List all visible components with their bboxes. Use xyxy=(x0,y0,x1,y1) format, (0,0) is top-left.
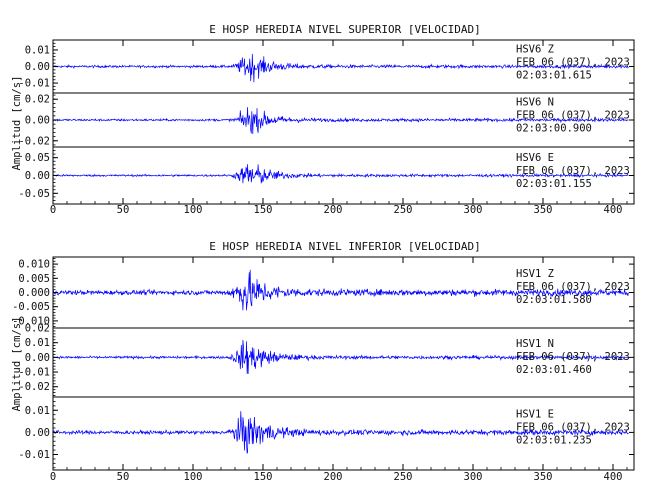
trace-station-label: HSV6 E xyxy=(516,152,554,164)
y-tick-label: 0.01 xyxy=(25,405,50,417)
trace-time-label: 02:03:01.460 xyxy=(516,364,592,376)
x-tick-label: 250 xyxy=(394,204,413,216)
trace-date-label: FEB 06 (037), 2023 xyxy=(516,56,630,68)
x-tick-label: 50 xyxy=(117,471,130,483)
y-tick-label: -0.01 xyxy=(18,367,50,379)
trace-time-label: 02:03:01.235 xyxy=(516,435,592,447)
trace-waveform xyxy=(52,411,629,454)
y-tick-label: -0.05 xyxy=(18,188,50,200)
trace-date-label: FEB 06 (037), 2023 xyxy=(516,165,630,177)
x-tick-label: 250 xyxy=(394,471,413,483)
trace-waveform xyxy=(52,53,629,83)
y-tick-label: 0.00 xyxy=(25,170,50,182)
x-tick-label: 400 xyxy=(604,471,623,483)
trace-station-label: HSV6 Z xyxy=(516,43,554,55)
x-tick-label: 200 xyxy=(324,471,343,483)
y-tick-label: 0.00 xyxy=(25,352,50,364)
y-tick-label: 0.05 xyxy=(25,152,50,164)
trace-time-label: 02:03:00.900 xyxy=(516,123,592,135)
trace-waveform xyxy=(52,269,629,311)
y-tick-label: -0.01 xyxy=(18,449,50,461)
trace-waveform xyxy=(52,339,629,375)
y-tick-label: -0.01 xyxy=(18,78,50,90)
trace-time-label: 02:03:01.615 xyxy=(516,69,592,81)
x-tick-label: 150 xyxy=(254,204,273,216)
y-tick-label: 0.01 xyxy=(25,44,50,56)
x-tick-label: 300 xyxy=(464,471,483,483)
y-tick-label: 0.00 xyxy=(25,61,50,73)
y-tick-label: 0.000 xyxy=(18,287,50,299)
y-axis-label-upper: Amplitud [cm/s] xyxy=(11,76,23,171)
trace-date-label: FEB 06 (037), 2023 xyxy=(516,351,630,363)
trace-date-label: FEB 06 (037), 2023 xyxy=(516,110,630,122)
trace-station-label: HSV1 E xyxy=(516,409,554,421)
y-tick-label: -0.010 xyxy=(12,315,50,327)
trace-waveform xyxy=(52,164,629,184)
y-tick-label: 0.010 xyxy=(18,259,50,271)
y-tick-label: 0.02 xyxy=(25,323,50,335)
y-tick-label: 0.02 xyxy=(25,94,50,106)
trace-station-label: HSV6 N xyxy=(516,97,554,109)
y-tick-label: -0.02 xyxy=(18,381,50,393)
x-tick-label: 50 xyxy=(117,204,130,216)
y-tick-label: 0.005 xyxy=(18,273,50,285)
panel-title-upper: E HOSP HEREDIA NIVEL SUPERIOR [VELOCIDAD… xyxy=(209,23,481,36)
trace-waveform xyxy=(52,107,629,135)
panel-title-lower: E HOSP HEREDIA NIVEL INFERIOR [VELOCIDAD… xyxy=(209,240,481,253)
trace-date-label: FEB 06 (037), 2023 xyxy=(516,281,630,293)
x-tick-label: 350 xyxy=(534,204,553,216)
trace-station-label: HSV1 N xyxy=(516,338,554,350)
x-tick-label: 300 xyxy=(464,204,483,216)
y-tick-label: 0.01 xyxy=(25,337,50,349)
x-tick-label: 400 xyxy=(604,204,623,216)
y-tick-label: -0.005 xyxy=(12,301,50,313)
x-tick-label: 100 xyxy=(184,204,203,216)
y-axis-label-lower: Amplitud [cm/s] xyxy=(11,317,23,412)
x-tick-label: 100 xyxy=(184,471,203,483)
x-tick-label: 150 xyxy=(254,471,273,483)
trace-time-label: 02:03:01.155 xyxy=(516,178,592,190)
trace-frame xyxy=(52,396,635,471)
y-tick-label: 0.00 xyxy=(25,115,50,127)
y-tick-label: 0.00 xyxy=(25,427,50,439)
x-tick-label: 350 xyxy=(534,471,553,483)
x-tick-label: 0 xyxy=(50,471,56,483)
trace-time-label: 02:03:01.580 xyxy=(516,294,592,306)
x-tick-label: 200 xyxy=(324,204,343,216)
x-tick-label: 0 xyxy=(50,204,56,216)
trace-station-label: HSV1 Z xyxy=(516,268,554,280)
y-tick-label: -0.02 xyxy=(18,135,50,147)
trace-date-label: FEB 06 (037), 2023 xyxy=(516,422,630,434)
